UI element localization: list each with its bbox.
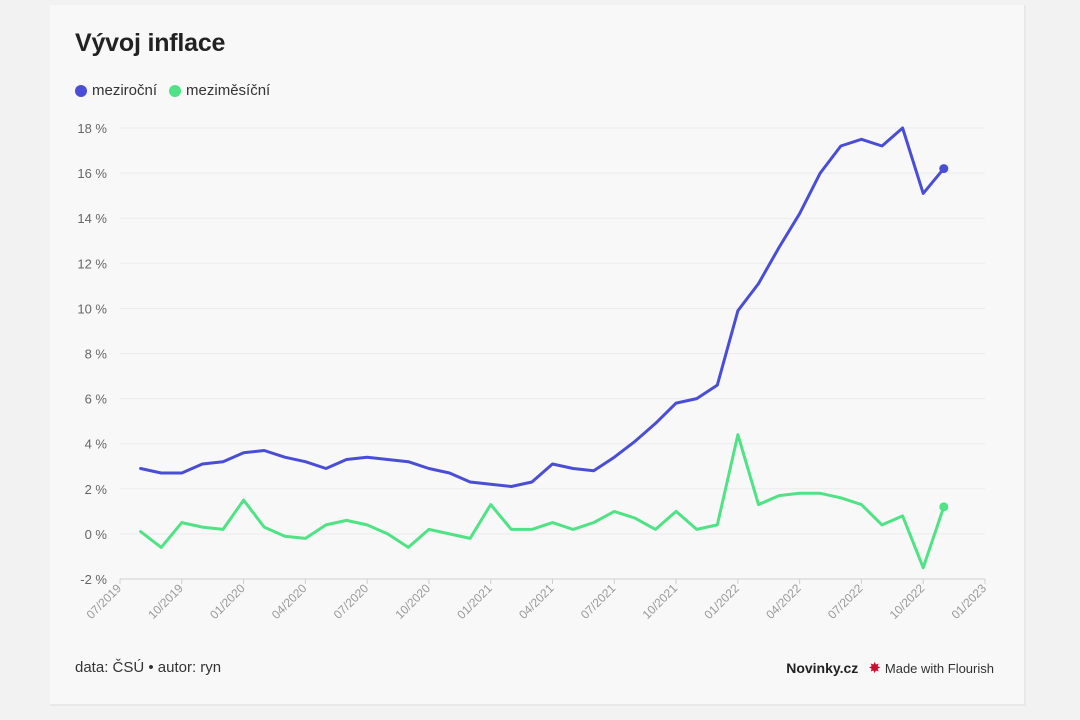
y-tick-label: 8 %: [85, 347, 108, 362]
x-tick-label: 04/2020: [269, 581, 310, 622]
y-tick-label: 10 %: [77, 301, 107, 316]
x-tick-label: 10/2019: [145, 581, 186, 622]
chart-legend: meziroční meziměsíční: [75, 82, 274, 99]
series-line-meziroční: [139, 126, 946, 488]
chart-card: Vývoj inflace meziroční meziměsíční data…: [50, 5, 1026, 706]
x-tick-label: 07/2020: [331, 581, 372, 622]
flourish-credit-label: Made with Flourish: [884, 660, 994, 676]
legend-label-meziroční: meziroční: [92, 82, 158, 99]
legend-swatch-meziměsíční: [169, 84, 182, 97]
x-tick-label: 07/2019: [84, 581, 125, 622]
y-tick-label: -2 %: [80, 572, 107, 587]
series-end-point-meziměsíční: [939, 502, 949, 512]
series-end-point-meziroční: [939, 164, 949, 174]
y-tick-label: 12 %: [77, 256, 107, 271]
y-tick-label: 6 %: [85, 392, 108, 407]
brand-logo[interactable]: Novinky.cz: [786, 660, 859, 676]
series-line-meziměsíční: [139, 433, 946, 570]
x-tick-label: 01/2023: [949, 581, 990, 622]
x-tick-label: 01/2020: [207, 581, 248, 622]
x-tick-label: 10/2022: [887, 581, 928, 622]
x-tick-label: 10/2021: [640, 581, 681, 622]
y-tick-label: 14 %: [77, 211, 107, 226]
chart-title: Vývoj inflace: [75, 29, 226, 57]
legend-swatch-meziroční: [75, 84, 87, 97]
x-tick-label: 07/2022: [825, 581, 866, 622]
footer-credits: Novinky.cz ✸ Made with Flourish: [786, 660, 994, 676]
x-tick-label: 10/2020: [392, 581, 433, 622]
flourish-icon: ✸: [868, 659, 881, 677]
y-tick-label: 18 %: [77, 121, 107, 136]
y-tick-label: 4 %: [85, 437, 108, 452]
legend-item-meziroční[interactable]: meziroční: [75, 82, 157, 99]
x-tick-label: 04/2021: [516, 581, 557, 622]
legend-item-meziměsíční[interactable]: meziměsíční: [169, 82, 270, 99]
flourish-credit[interactable]: ✸ Made with Flourish: [868, 661, 994, 676]
x-tick-label: 07/2021: [578, 581, 619, 622]
legend-label-meziměsíční: meziměsíční: [186, 82, 271, 99]
source-note: data: ČSÚ • autor: ryn: [75, 659, 222, 676]
y-tick-label: 0 %: [85, 527, 108, 542]
x-tick-label: 01/2022: [701, 581, 742, 622]
y-tick-label: 2 %: [85, 482, 108, 497]
x-tick-label: 04/2022: [763, 581, 804, 622]
y-tick-label: 16 %: [77, 166, 107, 181]
x-tick-label: 01/2021: [454, 581, 495, 622]
